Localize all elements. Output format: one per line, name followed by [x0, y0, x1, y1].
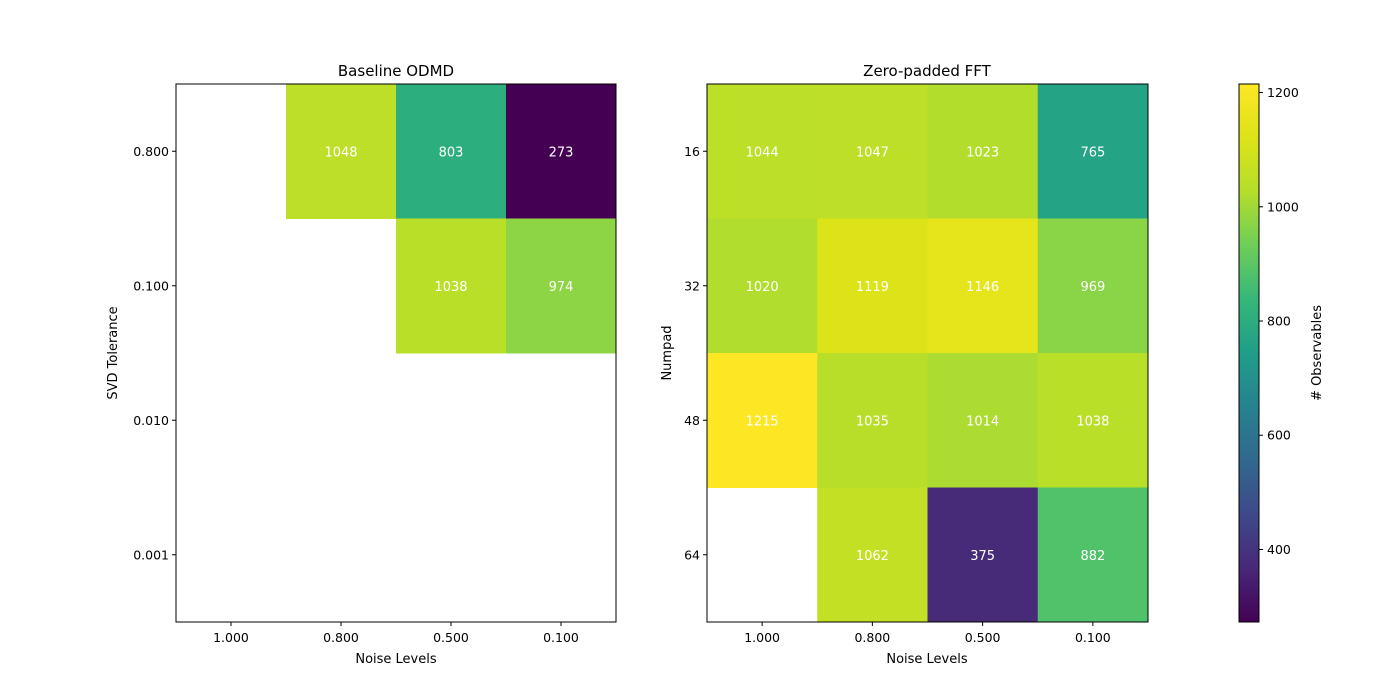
x-axis-ticks: 1.000 0.800 0.500 0.100	[213, 622, 579, 645]
cell-value-label: 765	[1080, 145, 1105, 160]
y-tick-label: 48	[684, 413, 700, 428]
chart-title: Baseline ODMD	[338, 62, 454, 80]
colorbar-ticks: 400 600 800 1000 1200	[1259, 85, 1299, 557]
plot-frame	[175, 83, 617, 623]
heatmap-cell	[286, 84, 397, 219]
x-axis-ticks: 1.000 0.800 0.500 0.100	[744, 622, 1111, 645]
colorbar-tick-label: 1000	[1267, 199, 1299, 214]
colorbar-label: # Observables	[1310, 305, 1325, 401]
cell-value-label: 375	[970, 549, 995, 564]
heatmap-cell	[707, 84, 818, 219]
colorbar-tick-label: 1200	[1267, 85, 1299, 100]
plot-frame	[706, 83, 1149, 623]
cell-value-label: 974	[549, 280, 574, 295]
heatmap-cell	[927, 84, 1039, 219]
heatmap-cell	[817, 487, 928, 623]
heatmap-cell	[817, 353, 928, 488]
heatmap-panel-baseline-odmd: Baseline ODMD 1048 803 273 1038 974 1.000 0.8…	[106, 62, 617, 667]
heatmap-cell	[1037, 487, 1149, 623]
colorbar: 400 600 800 1000 1200 # Observables	[1238, 83, 1325, 623]
heatmap-cell	[927, 487, 1039, 623]
heatmap-cell	[1037, 218, 1149, 354]
heatmap-cell	[1037, 353, 1149, 488]
cell-value-label: 1062	[856, 549, 889, 564]
y-tick-label: 16	[684, 144, 700, 159]
colorbar-tick-label: 600	[1267, 428, 1291, 443]
cell-value-label: 1014	[966, 414, 999, 429]
cell-value-label: 1215	[746, 414, 779, 429]
x-axis-label: Noise Levels	[886, 652, 968, 667]
y-axis-ticks: 16 32 48 64	[684, 144, 707, 562]
cell-value-label: 273	[549, 145, 574, 160]
y-axis-label: Numpad	[660, 325, 675, 380]
cell-value-label: 1038	[434, 280, 467, 295]
heatmap-cells: 1044 1047 1023 765 1020 1119 1146 969 1215 1035 10…	[707, 84, 1149, 623]
heatmap-cell	[927, 353, 1039, 488]
y-tick-label: 0.010	[133, 413, 169, 428]
colorbar-tick-label: 400	[1267, 542, 1291, 557]
heatmap-cell	[927, 218, 1039, 354]
heatmap-cell	[817, 84, 928, 219]
chart-title: Zero-padded FFT	[863, 62, 991, 80]
colorbar-frame	[1238, 83, 1260, 623]
cell-value-label: 1023	[966, 145, 999, 160]
x-axis-label: Noise Levels	[355, 652, 437, 667]
cell-value-label: 1044	[746, 145, 779, 160]
heatmap-cell	[506, 84, 617, 219]
heatmap-cell	[707, 353, 818, 488]
cell-value-label: 1035	[856, 414, 889, 429]
x-tick-label: 0.500	[433, 630, 469, 645]
x-tick-label: 0.100	[1075, 630, 1111, 645]
y-tick-label: 32	[684, 278, 700, 293]
cell-value-label: 882	[1080, 549, 1105, 564]
cell-value-label: 803	[439, 145, 464, 160]
x-tick-label: 0.100	[543, 630, 579, 645]
heatmap-cell	[1037, 84, 1149, 219]
x-tick-label: 1.000	[213, 630, 249, 645]
y-tick-label: 0.001	[133, 547, 169, 562]
heatmap-cell	[506, 218, 617, 354]
y-tick-label: 64	[684, 547, 700, 562]
heatmap-cell	[396, 84, 507, 219]
x-tick-label: 1.000	[744, 630, 780, 645]
cell-value-label: 1038	[1076, 414, 1109, 429]
heatmap-cells: 1048 803 273 1038 974	[286, 84, 617, 354]
y-tick-label: 0.100	[133, 278, 169, 293]
heatmap-cell	[817, 218, 928, 354]
cell-value-label: 1020	[746, 280, 779, 295]
cell-value-label: 969	[1080, 280, 1105, 295]
y-tick-label: 0.800	[133, 144, 169, 159]
x-tick-label: 0.800	[323, 630, 359, 645]
cell-value-label: 1048	[324, 145, 357, 160]
colorbar-gradient	[1239, 84, 1259, 622]
cell-value-label: 1047	[856, 145, 889, 160]
x-tick-label: 0.500	[965, 630, 1001, 645]
y-axis-label: SVD Tolerance	[106, 306, 121, 399]
cell-value-label: 1119	[856, 280, 889, 295]
x-tick-label: 0.800	[854, 630, 890, 645]
heatmap-cell	[707, 218, 818, 354]
y-axis-ticks: 0.800 0.100 0.010 0.001	[133, 144, 176, 562]
heatmap-cell	[396, 218, 507, 354]
cell-value-label: 1146	[966, 280, 999, 295]
colorbar-tick-label: 800	[1267, 314, 1291, 329]
